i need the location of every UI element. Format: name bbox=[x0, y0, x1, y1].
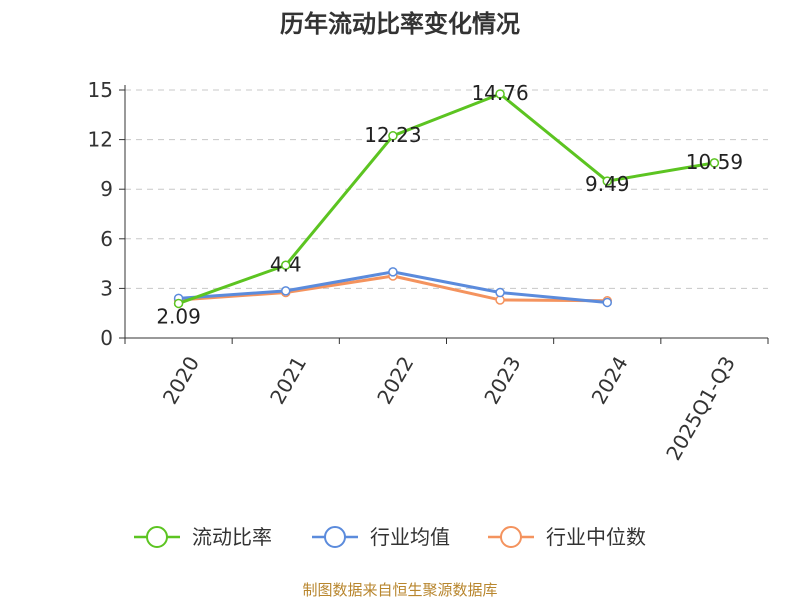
x-tick-label: 2025Q1-Q3 bbox=[661, 352, 740, 464]
legend-label: 流动比率 bbox=[192, 525, 272, 549]
grid-lines bbox=[125, 89, 768, 289]
x-tick-label: 2024 bbox=[587, 352, 633, 408]
data-point bbox=[602, 297, 612, 308]
data-point bbox=[602, 176, 612, 186]
data-label: 14.76 bbox=[471, 81, 528, 105]
data-label: 10.59 bbox=[686, 150, 743, 174]
y-tick-label: 6 bbox=[100, 227, 113, 251]
legend-marker-icon bbox=[324, 526, 346, 548]
data-labels: 2.09 4.4 12.23 14.76 9.49 10.59 bbox=[156, 81, 743, 328]
data-point bbox=[709, 158, 720, 168]
x-tick-label: 2023 bbox=[479, 352, 525, 408]
legend[interactable]: 流动比率 行业均值 行业中位数 bbox=[134, 525, 646, 549]
legend-label: 行业均值 bbox=[370, 525, 450, 549]
data-label: 4.4 bbox=[270, 252, 302, 276]
x-tick-label: 2020 bbox=[158, 352, 204, 408]
footer-source: 制图数据来自恒生聚源数据库 bbox=[302, 581, 497, 599]
data-point bbox=[281, 260, 291, 271]
data-point bbox=[495, 89, 505, 99]
data-point bbox=[388, 267, 398, 277]
axes: 0 3 6 9 12 15 2020 2021 2022 2023 2024 2025Q1-Q3 bbox=[88, 78, 769, 464]
legend-item-1[interactable]: 行业均值 bbox=[312, 525, 450, 549]
data-point bbox=[281, 286, 291, 296]
chart-title: 历年流动比率变化情况 bbox=[280, 10, 520, 38]
data-label: 2.09 bbox=[156, 304, 201, 328]
data-point bbox=[173, 298, 184, 309]
legend-item-2[interactable]: 行业中位数 bbox=[488, 525, 646, 549]
x-tick-label: 2022 bbox=[372, 352, 418, 408]
y-tick-label: 15 bbox=[88, 78, 113, 102]
legend-marker-icon bbox=[500, 526, 522, 548]
series-lines bbox=[173, 89, 720, 309]
x-tick-label: 2021 bbox=[265, 352, 311, 408]
legend-item-0[interactable]: 流动比率 bbox=[134, 525, 272, 549]
y-tick-label: 0 bbox=[100, 326, 113, 350]
legend-label: 行业中位数 bbox=[546, 525, 646, 549]
series-line-0 bbox=[178, 92, 715, 305]
y-tick-label: 9 bbox=[100, 177, 113, 201]
data-label: 9.49 bbox=[585, 172, 630, 196]
data-point bbox=[388, 131, 398, 141]
data-point bbox=[495, 287, 505, 298]
data-label: 12.23 bbox=[364, 123, 421, 147]
legend-marker-icon bbox=[146, 526, 168, 548]
y-tick-label: 12 bbox=[88, 128, 113, 152]
y-tick-label: 3 bbox=[100, 276, 113, 300]
